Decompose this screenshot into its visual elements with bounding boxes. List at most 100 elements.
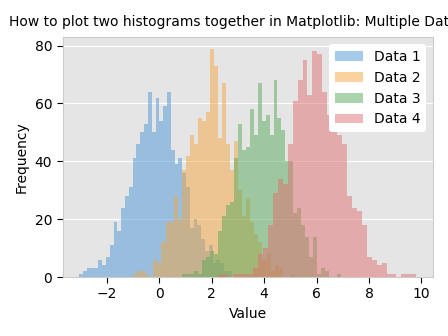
Bar: [230, 170, 234, 277]
Bar: [297, 208, 301, 277]
Bar: [321, 268, 325, 277]
Bar: [277, 118, 281, 277]
Bar: [317, 274, 321, 277]
Bar: [258, 254, 263, 277]
Bar: [202, 260, 206, 277]
Bar: [133, 274, 137, 277]
Bar: [167, 92, 171, 277]
Bar: [152, 132, 155, 277]
Bar: [83, 271, 87, 277]
Bar: [406, 274, 411, 277]
Bar: [279, 268, 283, 277]
Bar: [182, 170, 186, 277]
Legend: Data 1, Data 2, Data 3, Data 4: Data 1, Data 2, Data 3, Data 4: [329, 44, 426, 132]
Bar: [106, 257, 110, 277]
Bar: [267, 254, 271, 277]
X-axis label: Value: Value: [229, 307, 267, 321]
Bar: [382, 262, 387, 277]
Bar: [171, 150, 175, 277]
Bar: [186, 156, 190, 277]
Bar: [411, 274, 416, 277]
Bar: [362, 225, 367, 277]
Bar: [246, 199, 250, 277]
Bar: [205, 251, 209, 277]
Bar: [157, 262, 161, 277]
Bar: [317, 54, 322, 277]
Bar: [178, 219, 182, 277]
Bar: [182, 173, 186, 277]
Bar: [214, 254, 218, 277]
Bar: [226, 205, 230, 277]
Bar: [222, 216, 226, 277]
Bar: [198, 274, 202, 277]
Bar: [233, 274, 238, 277]
Bar: [224, 271, 228, 277]
Y-axis label: Frequency: Frequency: [15, 121, 29, 193]
Bar: [377, 265, 382, 277]
Bar: [312, 51, 317, 277]
Bar: [190, 274, 194, 277]
Bar: [337, 135, 342, 277]
Bar: [198, 118, 202, 277]
Bar: [102, 265, 106, 277]
Bar: [248, 274, 253, 277]
Bar: [155, 98, 159, 277]
Bar: [194, 219, 198, 277]
Bar: [305, 237, 309, 277]
Bar: [91, 268, 95, 277]
Bar: [387, 274, 392, 277]
Bar: [327, 115, 332, 277]
Bar: [144, 124, 148, 277]
Bar: [352, 208, 357, 277]
Bar: [250, 222, 254, 277]
Bar: [238, 124, 242, 277]
Bar: [242, 216, 246, 277]
Bar: [301, 225, 305, 277]
Bar: [186, 187, 190, 277]
Bar: [140, 132, 144, 277]
Bar: [263, 248, 268, 277]
Bar: [210, 251, 214, 277]
Bar: [198, 225, 201, 277]
Bar: [281, 129, 285, 277]
Bar: [289, 161, 293, 277]
Bar: [347, 196, 352, 277]
Bar: [266, 115, 270, 277]
Bar: [263, 260, 267, 277]
Bar: [145, 274, 149, 277]
Bar: [275, 265, 279, 277]
Bar: [148, 92, 152, 277]
Bar: [222, 83, 226, 277]
Bar: [238, 274, 243, 277]
Title: How to plot two histograms together in Matplotlib: Multiple Datasets: How to plot two histograms together in M…: [9, 15, 448, 29]
Bar: [210, 48, 214, 277]
Bar: [220, 262, 224, 277]
Bar: [372, 260, 377, 277]
Bar: [246, 147, 250, 277]
Bar: [79, 274, 83, 277]
Bar: [297, 80, 302, 277]
Bar: [95, 268, 99, 277]
Bar: [325, 271, 329, 277]
Bar: [218, 138, 222, 277]
Bar: [214, 66, 218, 277]
Bar: [201, 240, 205, 277]
Bar: [165, 222, 169, 277]
Bar: [121, 208, 125, 277]
Bar: [175, 164, 178, 277]
Bar: [401, 274, 406, 277]
Bar: [337, 274, 341, 277]
Bar: [178, 159, 182, 277]
Bar: [137, 271, 141, 277]
Bar: [87, 268, 91, 277]
Bar: [392, 274, 396, 277]
Bar: [307, 95, 312, 277]
Bar: [190, 135, 194, 277]
Bar: [238, 190, 242, 277]
Bar: [274, 80, 277, 277]
Bar: [182, 274, 186, 277]
Bar: [174, 196, 178, 277]
Bar: [125, 196, 129, 277]
Bar: [186, 274, 190, 277]
Bar: [302, 60, 307, 277]
